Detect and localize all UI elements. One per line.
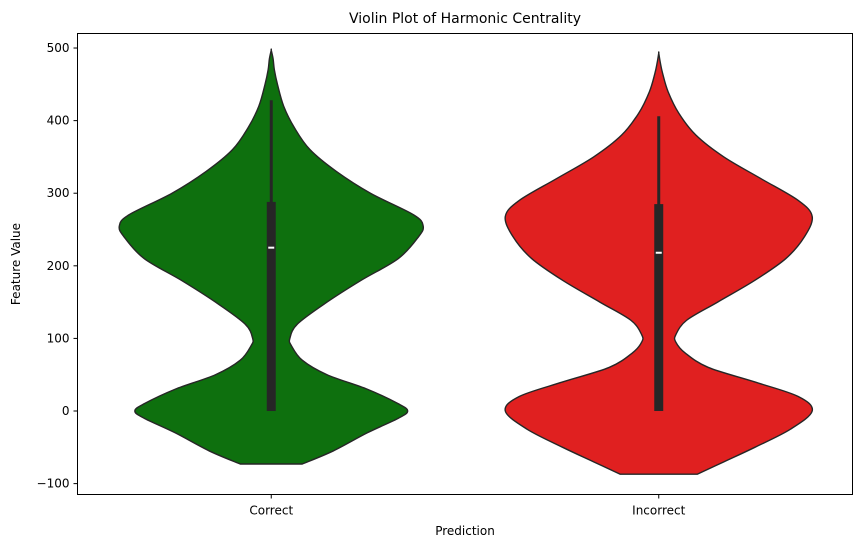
x-tick-label: Correct — [249, 504, 293, 518]
y-tick-label: 0 — [62, 404, 70, 418]
y-tick-label: 300 — [47, 186, 70, 200]
y-axis: −100 0 100 200 300 400 500 — [37, 41, 78, 491]
y-tick-label: −100 — [37, 477, 70, 491]
plot-frame — [77, 33, 853, 495]
y-tick-label: 100 — [47, 331, 70, 345]
x-axis-label: Prediction — [435, 524, 495, 538]
violin-group — [118, 48, 814, 475]
violin-iqr-box-correct — [266, 201, 276, 412]
x-axis: Correct Incorrect — [249, 494, 686, 518]
x-tick-label: Incorrect — [632, 504, 685, 518]
y-tick-label: 500 — [47, 41, 70, 55]
y-tick-label: 200 — [47, 259, 70, 273]
y-tick-label: 400 — [47, 114, 70, 128]
violin-iqr-box-incorrect — [654, 204, 664, 412]
chart-title: Violin Plot of Harmonic Centrality — [349, 11, 581, 27]
y-axis-label: Feature Value — [9, 223, 23, 305]
